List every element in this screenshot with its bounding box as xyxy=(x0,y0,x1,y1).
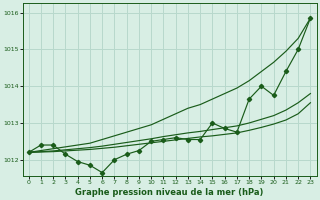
X-axis label: Graphe pression niveau de la mer (hPa): Graphe pression niveau de la mer (hPa) xyxy=(76,188,264,197)
